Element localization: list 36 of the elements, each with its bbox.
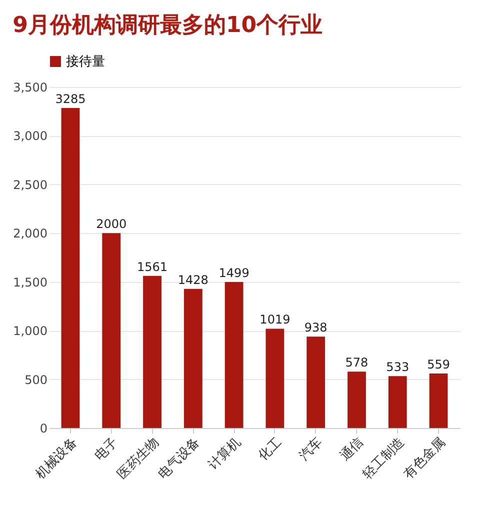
y-tick-label: 500 xyxy=(24,372,48,387)
data-label: 578 xyxy=(345,356,368,370)
x-tick-label: 计算机 xyxy=(206,434,244,473)
y-tick-label: 3,500 xyxy=(13,80,48,94)
bar xyxy=(429,374,448,428)
bar xyxy=(224,282,244,428)
bar xyxy=(61,108,80,428)
x-tick-label: 机械设备 xyxy=(32,434,80,482)
bar xyxy=(143,276,162,428)
y-tick-label: 1,500 xyxy=(13,275,48,290)
data-label: 2000 xyxy=(96,217,127,232)
x-tick-label: 通信 xyxy=(338,434,367,464)
bar xyxy=(388,376,407,428)
data-label: 1561 xyxy=(136,260,168,274)
bar xyxy=(306,336,326,428)
x-tick-label: 电子 xyxy=(92,434,122,464)
bar xyxy=(266,328,284,428)
y-tick-label: 3,000 xyxy=(13,129,48,144)
chart-title: 9月份机构调研最多的10个行业 xyxy=(12,13,323,38)
data-label: 533 xyxy=(386,360,410,374)
y-tick-label: 2,000 xyxy=(13,226,48,241)
legend-label: 接待量 xyxy=(66,54,105,70)
y-tick-label: 0 xyxy=(40,422,48,436)
bar xyxy=(184,288,202,428)
bar xyxy=(348,372,366,428)
y-tick-label: 1,000 xyxy=(13,324,48,338)
data-label: 559 xyxy=(427,358,450,372)
data-label: 938 xyxy=(304,320,328,335)
bar xyxy=(102,233,121,428)
y-tick-label: 2,500 xyxy=(13,178,48,192)
x-tick-label: 汽车 xyxy=(296,434,326,464)
data-label: 1019 xyxy=(260,312,290,327)
data-label: 1428 xyxy=(178,272,208,287)
data-label: 1499 xyxy=(218,266,250,280)
data-label: 3285 xyxy=(55,92,86,106)
x-tick-label: 化工 xyxy=(256,434,285,464)
